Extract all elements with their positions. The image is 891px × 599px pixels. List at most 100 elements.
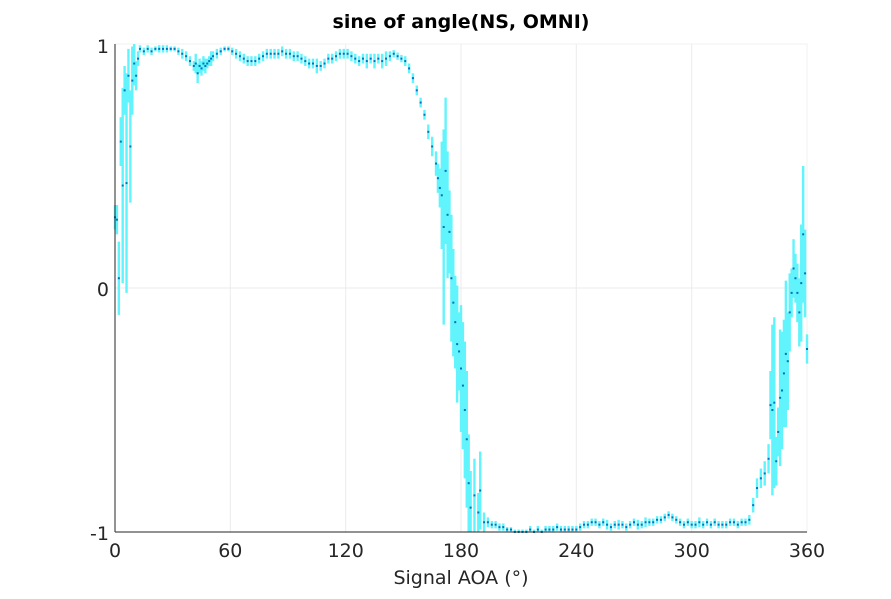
data-point bbox=[777, 431, 779, 433]
data-point bbox=[354, 58, 356, 60]
data-point bbox=[147, 48, 149, 50]
data-point bbox=[545, 529, 547, 531]
data-point bbox=[637, 524, 639, 526]
data-point bbox=[277, 53, 279, 55]
data-point bbox=[126, 182, 128, 184]
data-point bbox=[560, 529, 562, 531]
data-point bbox=[116, 219, 118, 221]
data-point bbox=[458, 350, 460, 352]
data-point bbox=[347, 53, 349, 55]
data-point bbox=[748, 519, 750, 521]
y-ticks: 1 0 -1 bbox=[90, 36, 109, 545]
data-point bbox=[151, 50, 153, 52]
data-point bbox=[579, 526, 581, 528]
data-point bbox=[687, 521, 689, 523]
data-point bbox=[331, 58, 333, 60]
data-point bbox=[362, 58, 364, 60]
data-point bbox=[710, 524, 712, 526]
data-point bbox=[791, 292, 793, 294]
data-point bbox=[698, 521, 700, 523]
data-point bbox=[450, 277, 452, 279]
data-point bbox=[641, 524, 643, 526]
data-point bbox=[208, 60, 210, 62]
data-point bbox=[552, 529, 554, 531]
data-point bbox=[324, 63, 326, 65]
data-point bbox=[714, 521, 716, 523]
data-point bbox=[197, 72, 199, 74]
data-point bbox=[771, 409, 773, 411]
data-point bbox=[370, 58, 372, 60]
data-point bbox=[656, 519, 658, 521]
data-point bbox=[320, 65, 322, 67]
data-point bbox=[381, 60, 383, 62]
data-point bbox=[181, 53, 183, 55]
data-point bbox=[158, 48, 160, 50]
data-point bbox=[804, 272, 806, 274]
data-point bbox=[212, 55, 214, 57]
data-point bbox=[431, 145, 433, 147]
data-point bbox=[243, 58, 245, 60]
data-point bbox=[154, 48, 156, 50]
data-point bbox=[447, 214, 449, 216]
data-point bbox=[773, 402, 775, 404]
data-point bbox=[358, 60, 360, 62]
data-point bbox=[235, 53, 237, 55]
data-point bbox=[464, 409, 466, 411]
data-point bbox=[502, 526, 504, 528]
data-point bbox=[199, 65, 201, 67]
x-tick-label: 240 bbox=[558, 540, 594, 562]
data-point bbox=[741, 521, 743, 523]
data-point bbox=[131, 80, 133, 82]
data-point bbox=[216, 53, 218, 55]
data-point bbox=[258, 58, 260, 60]
data-point bbox=[120, 141, 122, 143]
data-point bbox=[185, 55, 187, 57]
data-point bbox=[445, 170, 447, 172]
data-point bbox=[800, 282, 802, 284]
data-point bbox=[312, 63, 314, 65]
grid bbox=[115, 44, 807, 532]
data-point bbox=[193, 65, 195, 67]
data-point bbox=[787, 360, 789, 362]
data-point bbox=[220, 50, 222, 52]
data-point bbox=[671, 516, 673, 518]
data-point bbox=[744, 521, 746, 523]
data-point bbox=[389, 55, 391, 57]
data-point bbox=[706, 521, 708, 523]
data-point bbox=[412, 77, 414, 79]
data-point bbox=[618, 524, 620, 526]
data-point bbox=[506, 529, 508, 531]
data-point bbox=[247, 60, 249, 62]
data-point bbox=[366, 60, 368, 62]
data-point bbox=[293, 55, 295, 57]
data-point bbox=[460, 368, 462, 370]
data-point bbox=[423, 114, 425, 116]
data-point bbox=[404, 60, 406, 62]
data-point bbox=[468, 482, 470, 484]
data-point bbox=[166, 48, 168, 50]
data-point bbox=[206, 63, 208, 65]
data-point bbox=[118, 277, 120, 279]
data-point bbox=[177, 50, 179, 52]
data-point bbox=[195, 63, 197, 65]
data-point bbox=[327, 58, 329, 60]
data-point bbox=[416, 89, 418, 91]
data-point bbox=[127, 75, 129, 77]
data-point bbox=[385, 58, 387, 60]
data-point bbox=[343, 53, 345, 55]
data-point bbox=[602, 521, 604, 523]
data-point bbox=[139, 48, 141, 50]
data-point bbox=[304, 60, 306, 62]
x-tick-label: 60 bbox=[218, 540, 242, 562]
data-point bbox=[702, 524, 704, 526]
data-point bbox=[760, 477, 762, 479]
data-point bbox=[664, 516, 666, 518]
data-point bbox=[454, 321, 456, 323]
data-point bbox=[339, 53, 341, 55]
data-point bbox=[781, 389, 783, 391]
data-point bbox=[769, 404, 771, 406]
data-point bbox=[756, 487, 758, 489]
data-point bbox=[606, 524, 608, 526]
data-point bbox=[135, 75, 137, 77]
